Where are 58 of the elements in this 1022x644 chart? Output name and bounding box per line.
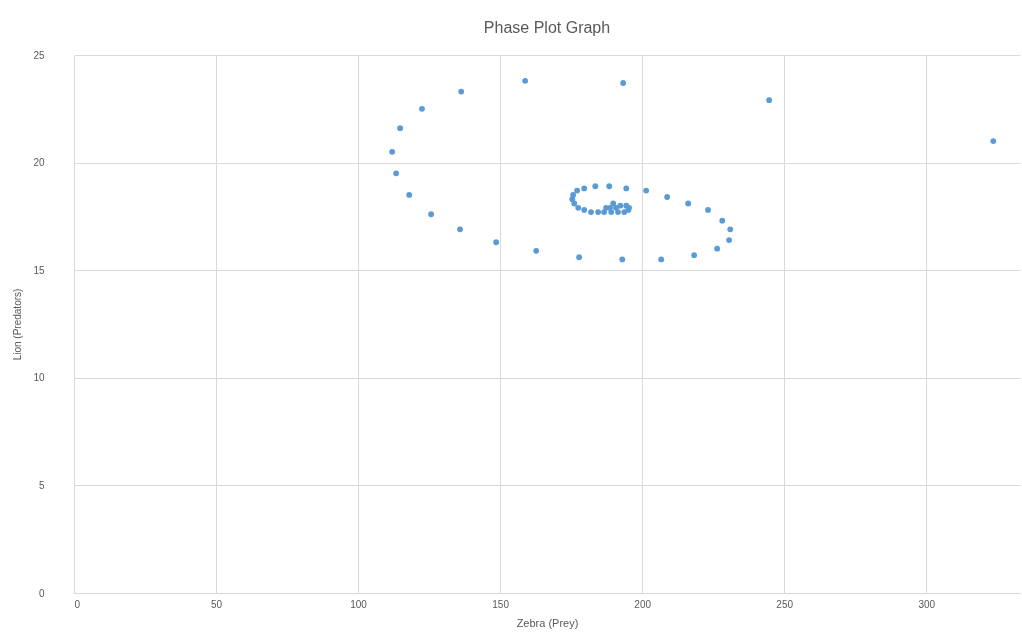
point (619, 256, 626, 263)
point (658, 256, 665, 263)
point (588, 209, 594, 216)
point (389, 148, 396, 155)
point (522, 77, 529, 84)
y-axis-title: Lion (Predators) (12, 288, 24, 361)
point (428, 211, 435, 218)
point (617, 202, 624, 209)
point (727, 226, 734, 233)
x-tick-label: 0 (74, 598, 81, 610)
point (569, 196, 576, 203)
y-tick-label: 25 (33, 49, 45, 61)
point (581, 207, 588, 213)
y-tick-label: 0 (38, 587, 45, 599)
point (592, 183, 599, 190)
point (726, 237, 733, 243)
x-tick-label: 100 (350, 598, 368, 610)
point (990, 138, 997, 144)
point (575, 204, 582, 211)
point (714, 245, 721, 252)
x-tick-label: 200 (634, 598, 652, 610)
point (601, 209, 608, 216)
point (606, 183, 613, 190)
point (623, 185, 630, 192)
point (406, 191, 413, 198)
point (419, 105, 425, 112)
y-tick-label: 15 (33, 264, 45, 276)
point (493, 239, 500, 246)
point (581, 185, 588, 192)
point (664, 194, 671, 200)
point (397, 125, 404, 132)
point (719, 217, 726, 224)
x-axis-title: Zebra (Prey) (516, 616, 579, 629)
x-tick-label: 50 (210, 598, 223, 610)
point (620, 80, 627, 86)
point (457, 226, 463, 233)
point (574, 187, 581, 194)
x-tick-label: 250 (776, 598, 794, 610)
x-tick-label: 150 (492, 598, 510, 610)
y-tick-label: 5 (38, 479, 45, 491)
point (393, 170, 400, 177)
point (621, 209, 628, 216)
point (705, 207, 711, 213)
y-tick-label: 10 (33, 372, 45, 384)
point (691, 252, 698, 259)
chart-title: Phase Plot Graph (483, 19, 611, 36)
point (607, 204, 613, 211)
point (643, 187, 650, 194)
point (685, 200, 692, 207)
y-tick-label: 20 (33, 157, 45, 169)
point (766, 97, 773, 104)
point (615, 209, 621, 216)
point (576, 254, 583, 261)
point (458, 88, 465, 95)
x-tick-label: 300 (918, 598, 936, 610)
point (595, 209, 602, 216)
point (533, 247, 540, 254)
point (571, 200, 578, 207)
